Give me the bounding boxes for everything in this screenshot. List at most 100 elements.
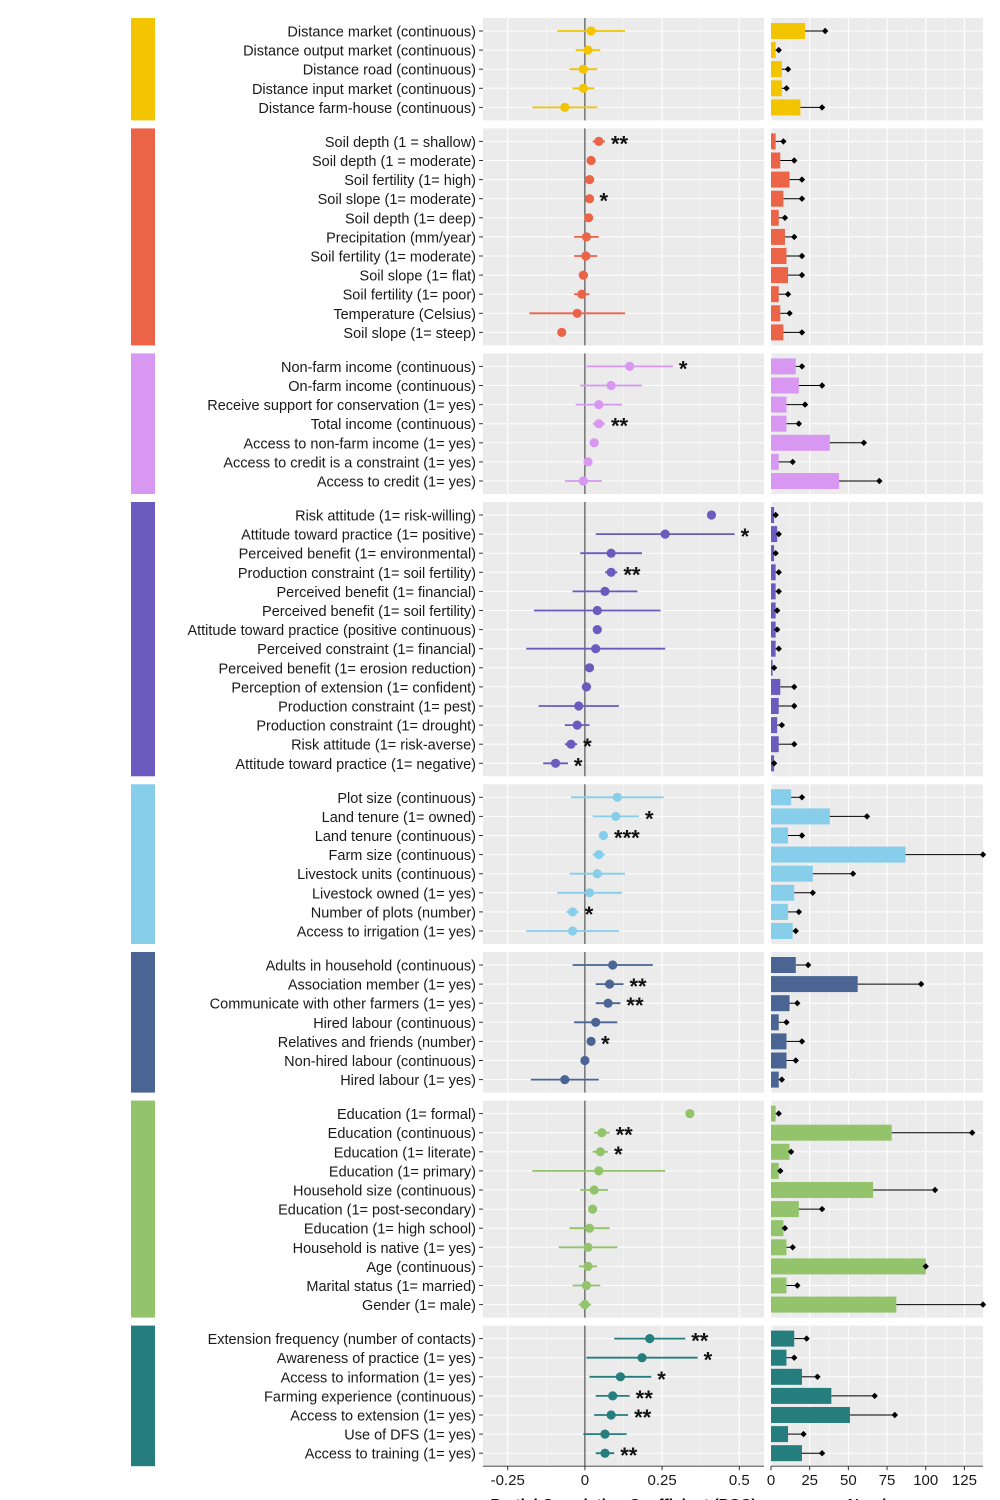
count-bar xyxy=(771,602,776,619)
count-bar xyxy=(771,640,776,657)
count-bar xyxy=(771,736,779,753)
pcc-point xyxy=(581,232,592,242)
row-label: Education (1= post-secondary) xyxy=(278,1203,476,1219)
significance-stars: ** xyxy=(634,1405,652,1430)
count-max-marker xyxy=(821,27,829,35)
count-bar xyxy=(771,1071,779,1088)
row-label: Farm size (continuous) xyxy=(329,848,476,864)
count-max-marker xyxy=(814,1373,821,1380)
pcc-point xyxy=(560,1075,570,1085)
significance-stars: * xyxy=(704,1348,713,1373)
count-bar xyxy=(771,1220,784,1237)
count-max-marker xyxy=(860,439,868,447)
count-max-marker xyxy=(818,1205,826,1213)
pcc-tick-label: -0.25 xyxy=(491,1472,525,1489)
count-bar xyxy=(771,923,793,939)
pcc-point xyxy=(591,1017,601,1027)
pcc-point xyxy=(572,308,582,318)
row-label: Non-farm income (continuous) xyxy=(281,360,476,376)
pcc-point xyxy=(588,1204,598,1214)
count-tick-label: 125 xyxy=(952,1472,977,1489)
count-panel-background xyxy=(771,502,983,777)
row-label: Perceived benefit (1= erosion reduction) xyxy=(218,661,476,677)
pcc-point xyxy=(584,888,595,898)
pcc-axis-title: Partial Correlation Coefficient (PCC) xyxy=(490,1497,756,1500)
count-max-marker xyxy=(787,1148,795,1155)
count-bar xyxy=(771,1124,892,1141)
count-bar xyxy=(771,415,787,432)
row-label: Farming experience (continuous) xyxy=(264,1389,476,1405)
count-max-marker xyxy=(781,1225,789,1232)
count-max-marker xyxy=(795,420,803,427)
pcc-point xyxy=(586,26,596,36)
pcc-point xyxy=(572,720,582,730)
row-label: Soil depth (1 = shallow) xyxy=(325,135,476,151)
count-max-marker xyxy=(778,721,786,729)
row-label: Soil depth (1 = moderate) xyxy=(312,154,476,170)
count-bar xyxy=(771,248,787,264)
count-max-marker xyxy=(791,157,798,164)
count-max-marker xyxy=(863,813,871,820)
pcc-point xyxy=(566,739,576,749)
count-max-marker xyxy=(803,1335,810,1342)
count-max-marker xyxy=(798,195,806,202)
pcc-point xyxy=(594,419,604,429)
pcc-point xyxy=(581,251,591,261)
count-bar xyxy=(771,61,782,78)
count-max-marker xyxy=(773,607,781,614)
count-max-marker xyxy=(775,46,782,54)
pcc-point xyxy=(580,1300,590,1310)
count-max-marker xyxy=(791,1354,798,1361)
pcc-point xyxy=(584,175,595,185)
pcc-point xyxy=(589,1185,599,1195)
pcc-point xyxy=(589,438,599,448)
count-max-marker xyxy=(791,683,798,691)
count-max-marker xyxy=(968,1129,976,1136)
row-label: Attitude toward practice (1= negative) xyxy=(235,757,476,773)
count-max-marker xyxy=(794,1282,801,1289)
count-bar xyxy=(771,152,781,169)
count-max-marker xyxy=(775,530,782,538)
row-label: Distance output market (continuous) xyxy=(243,44,476,60)
count-tick-label: 0 xyxy=(767,1472,775,1489)
count-max-marker xyxy=(784,66,792,73)
row-label: Education (1= high school) xyxy=(304,1222,476,1238)
count-max-marker xyxy=(798,794,806,801)
pcc-point xyxy=(608,960,618,970)
pcc-point xyxy=(606,567,616,577)
row-label: Education (1= formal) xyxy=(337,1107,476,1123)
row-label: Soil fertility (1= high) xyxy=(344,173,476,189)
count-max-marker xyxy=(775,645,782,652)
count-bar xyxy=(771,80,782,97)
row-label: Education (1= literate) xyxy=(334,1145,476,1161)
count-bar xyxy=(771,827,789,844)
count-max-marker xyxy=(789,458,796,466)
row-label: Access to irrigation (1= yes) xyxy=(297,925,476,941)
pcc-point xyxy=(578,64,588,74)
count-max-marker xyxy=(777,1167,784,1175)
count-tick-label: 100 xyxy=(913,1472,938,1489)
row-label: Association member (1= yes) xyxy=(288,978,476,994)
significance-stars: ** xyxy=(620,1443,638,1468)
group-color-band xyxy=(131,502,155,777)
count-max-marker xyxy=(798,363,806,370)
row-label: Distance farm-house (continuous) xyxy=(258,101,476,117)
row-label: Household size (continuous) xyxy=(293,1184,476,1200)
significance-stars: * xyxy=(645,806,654,831)
pcc-point xyxy=(685,1109,695,1119)
count-bar xyxy=(771,23,806,39)
count-max-marker xyxy=(818,382,826,389)
count-max-marker xyxy=(871,1392,878,1400)
count-panel-background xyxy=(771,784,983,944)
pcc-point xyxy=(594,400,604,410)
significance-stars: ** xyxy=(626,993,644,1018)
count-bar xyxy=(771,1033,787,1050)
row-label: Non-hired labour (continuous) xyxy=(284,1054,476,1070)
count-bar xyxy=(771,957,796,973)
pcc-point xyxy=(594,850,604,860)
count-bar xyxy=(771,808,830,825)
row-label: Household is native (1= yes) xyxy=(293,1241,476,1257)
pcc-point xyxy=(591,644,601,654)
row-label: Perceived benefit (1= soil fertility) xyxy=(262,604,476,620)
count-max-marker xyxy=(786,310,793,317)
